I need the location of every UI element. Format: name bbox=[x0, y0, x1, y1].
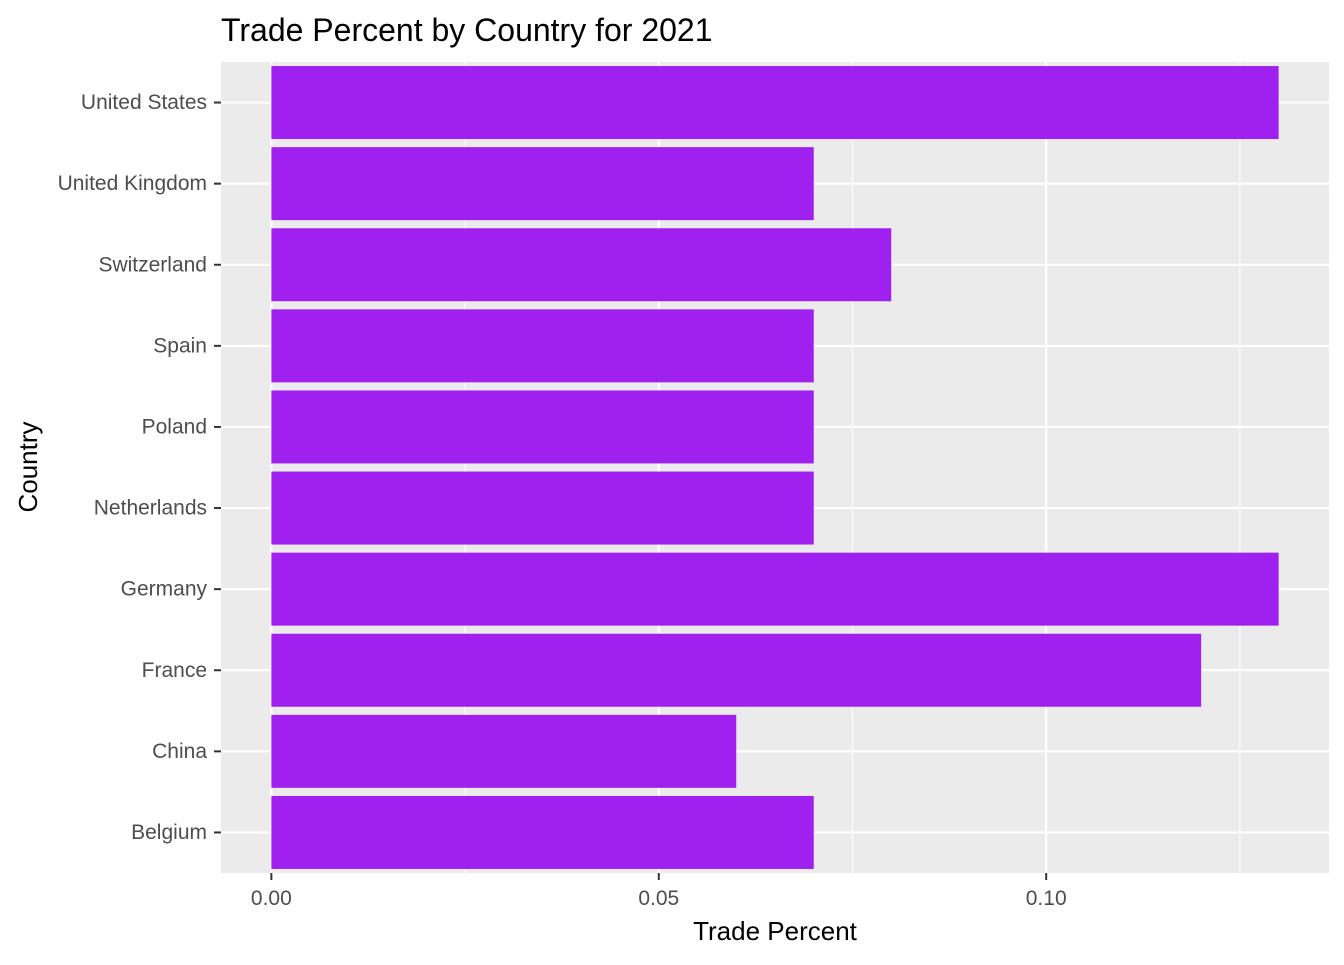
bar-netherlands bbox=[271, 471, 814, 545]
bar-united-states bbox=[271, 66, 1279, 140]
bar-belgium bbox=[271, 795, 814, 869]
y-axis-title: Country bbox=[13, 421, 43, 512]
bar-spain bbox=[271, 309, 814, 383]
x-tick-label: 0.05 bbox=[638, 887, 679, 910]
bar-germany bbox=[271, 552, 1279, 626]
y-tick-label: Netherlands bbox=[94, 497, 207, 520]
x-tick-label: 0.10 bbox=[1026, 887, 1067, 910]
y-tick-label: United States bbox=[81, 91, 207, 114]
y-axis: Belgium China France Germany Netherlands Pola… bbox=[58, 91, 221, 844]
x-axis: 0.00 0.05 0.10 bbox=[251, 873, 1067, 910]
y-tick-label: United Kingdom bbox=[58, 172, 207, 195]
bar-france bbox=[271, 633, 1202, 707]
y-tick-label: China bbox=[152, 740, 207, 763]
bar-united-kingdom bbox=[271, 147, 814, 221]
chart-title: Trade Percent by Country for 2021 bbox=[221, 12, 713, 48]
bar-switzerland bbox=[271, 228, 892, 302]
y-tick-label: Spain bbox=[153, 334, 207, 357]
y-tick-label: France bbox=[142, 659, 207, 682]
bar-poland bbox=[271, 390, 814, 464]
y-tick-label: Germany bbox=[121, 578, 208, 601]
bar-china bbox=[271, 714, 737, 788]
y-tick-label: Belgium bbox=[131, 821, 207, 844]
x-axis-title: Trade Percent bbox=[693, 916, 858, 946]
x-tick-label: 0.00 bbox=[251, 887, 292, 910]
bars bbox=[271, 66, 1279, 869]
y-tick-label: Poland bbox=[142, 415, 207, 438]
y-tick-label: Switzerland bbox=[98, 253, 207, 276]
